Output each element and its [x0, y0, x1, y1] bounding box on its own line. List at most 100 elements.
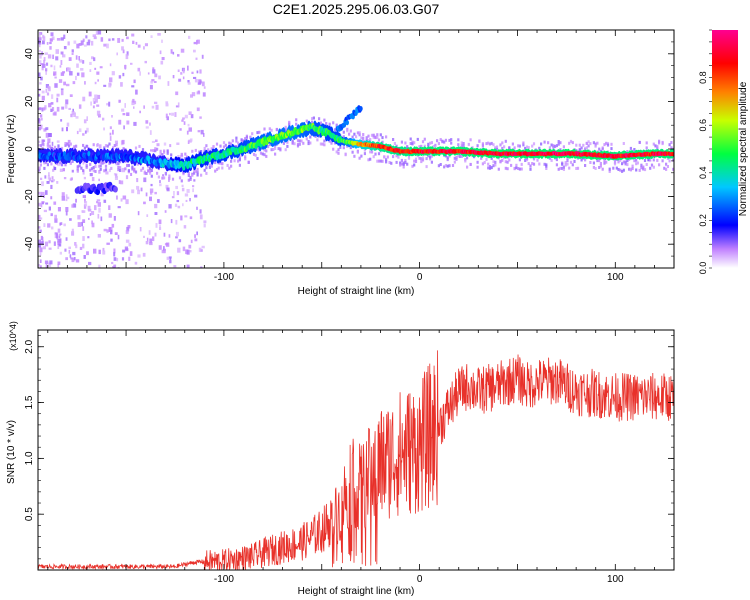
halo-cell	[325, 122, 328, 125]
halo-cell	[277, 147, 280, 151]
halo-cell	[439, 138, 442, 142]
noise-cell	[51, 176, 54, 180]
noise-cell	[117, 234, 120, 240]
halo-cell	[161, 176, 164, 180]
halo-cell	[367, 158, 370, 162]
noise-cell	[190, 94, 193, 98]
noise-cell	[40, 76, 43, 81]
halo-cell	[237, 141, 240, 145]
halo-cell	[599, 164, 602, 168]
noise-cell	[178, 239, 182, 243]
noise-cell	[56, 38, 61, 41]
halo-cell	[92, 143, 95, 147]
noise-cell	[187, 123, 190, 127]
noise-cell	[161, 39, 163, 43]
halo-cell	[362, 139, 365, 143]
noise-cell	[177, 102, 180, 108]
halo-cell	[501, 158, 504, 162]
noise-cell	[110, 238, 113, 242]
halo-cell	[108, 142, 111, 146]
spur-cell	[359, 106, 363, 112]
snr-xtick-label: -100	[214, 574, 234, 585]
halo-cell	[603, 161, 606, 165]
halo-cell	[518, 167, 521, 171]
noise-cell	[171, 196, 175, 199]
halo-cell	[106, 144, 109, 148]
noise-cell	[39, 229, 42, 233]
halo-cell	[76, 169, 79, 173]
noise-cell	[53, 71, 57, 76]
halo-cell	[76, 165, 79, 169]
halo-cell	[487, 141, 490, 145]
halo-cell	[427, 154, 430, 158]
halo-cell	[584, 164, 587, 167]
noise-cell	[39, 252, 42, 256]
halo-cell	[592, 165, 595, 169]
noise-cell	[63, 177, 67, 180]
noise-cell	[54, 76, 57, 79]
halo-cell	[566, 159, 569, 163]
noise-cell	[188, 35, 191, 39]
halo-cell	[365, 136, 368, 140]
halo-cell	[157, 155, 160, 159]
halo-cell	[400, 162, 403, 166]
noise-cell	[41, 201, 45, 204]
halo-cell	[385, 135, 388, 139]
halo-cell	[270, 128, 273, 132]
halo-cell	[372, 135, 375, 139]
halo-cell	[476, 160, 479, 164]
halo-cell	[455, 155, 458, 159]
colorbar-tick-label: 0.6	[698, 119, 708, 132]
halo-cell	[425, 165, 428, 169]
halo-cell	[196, 173, 199, 177]
snr-axes: -100 0 100 0.5 1.0 1.5 2.0	[24, 330, 675, 585]
halo-cell	[274, 147, 277, 150]
halo-cell	[332, 121, 335, 125]
noise-cell	[157, 199, 160, 203]
noise-cell	[139, 110, 141, 114]
halo-cell	[99, 167, 102, 171]
halo-cell	[127, 169, 130, 173]
noise-cell	[132, 40, 135, 44]
noise-cell	[88, 217, 90, 220]
noise-cell	[83, 204, 87, 209]
halo-cell	[621, 162, 624, 166]
noise-cell	[191, 92, 196, 97]
halo-cell	[531, 144, 534, 148]
noise-cell	[91, 177, 95, 182]
noise-cell	[93, 36, 97, 40]
noise-cell	[44, 52, 48, 55]
halo-cell	[110, 166, 113, 170]
halo-cell	[652, 165, 655, 169]
noise-cell	[196, 70, 199, 74]
halo-cell	[360, 154, 363, 158]
noise-cell	[199, 209, 202, 214]
noise-cell	[103, 127, 105, 131]
spectrogram-ytick-label: 0	[24, 146, 35, 152]
halo-cell	[147, 169, 150, 173]
noise-cell	[176, 231, 179, 237]
halo-cell	[550, 143, 553, 147]
halo-cell	[127, 163, 130, 167]
noise-cell	[50, 213, 53, 217]
halo-cell	[83, 146, 86, 150]
noise-cell	[57, 241, 60, 246]
halo-cell	[170, 153, 173, 157]
noise-cell	[108, 213, 112, 218]
halo-cell	[226, 163, 229, 167]
halo-cell	[251, 132, 254, 136]
noise-cell	[79, 59, 83, 63]
noise-cell	[144, 43, 148, 47]
noise-cell	[67, 67, 70, 71]
halo-cell	[455, 157, 458, 161]
halo-cell	[291, 141, 294, 145]
noise-cell	[45, 132, 49, 138]
halo-cell	[626, 150, 629, 153]
noise-cell	[137, 67, 141, 72]
noise-cell	[93, 248, 97, 254]
halo-cell	[82, 169, 85, 173]
halo-cell	[427, 142, 430, 146]
halo-cell	[522, 141, 525, 145]
halo-cell	[370, 150, 374, 154]
noise-cell	[93, 101, 96, 104]
